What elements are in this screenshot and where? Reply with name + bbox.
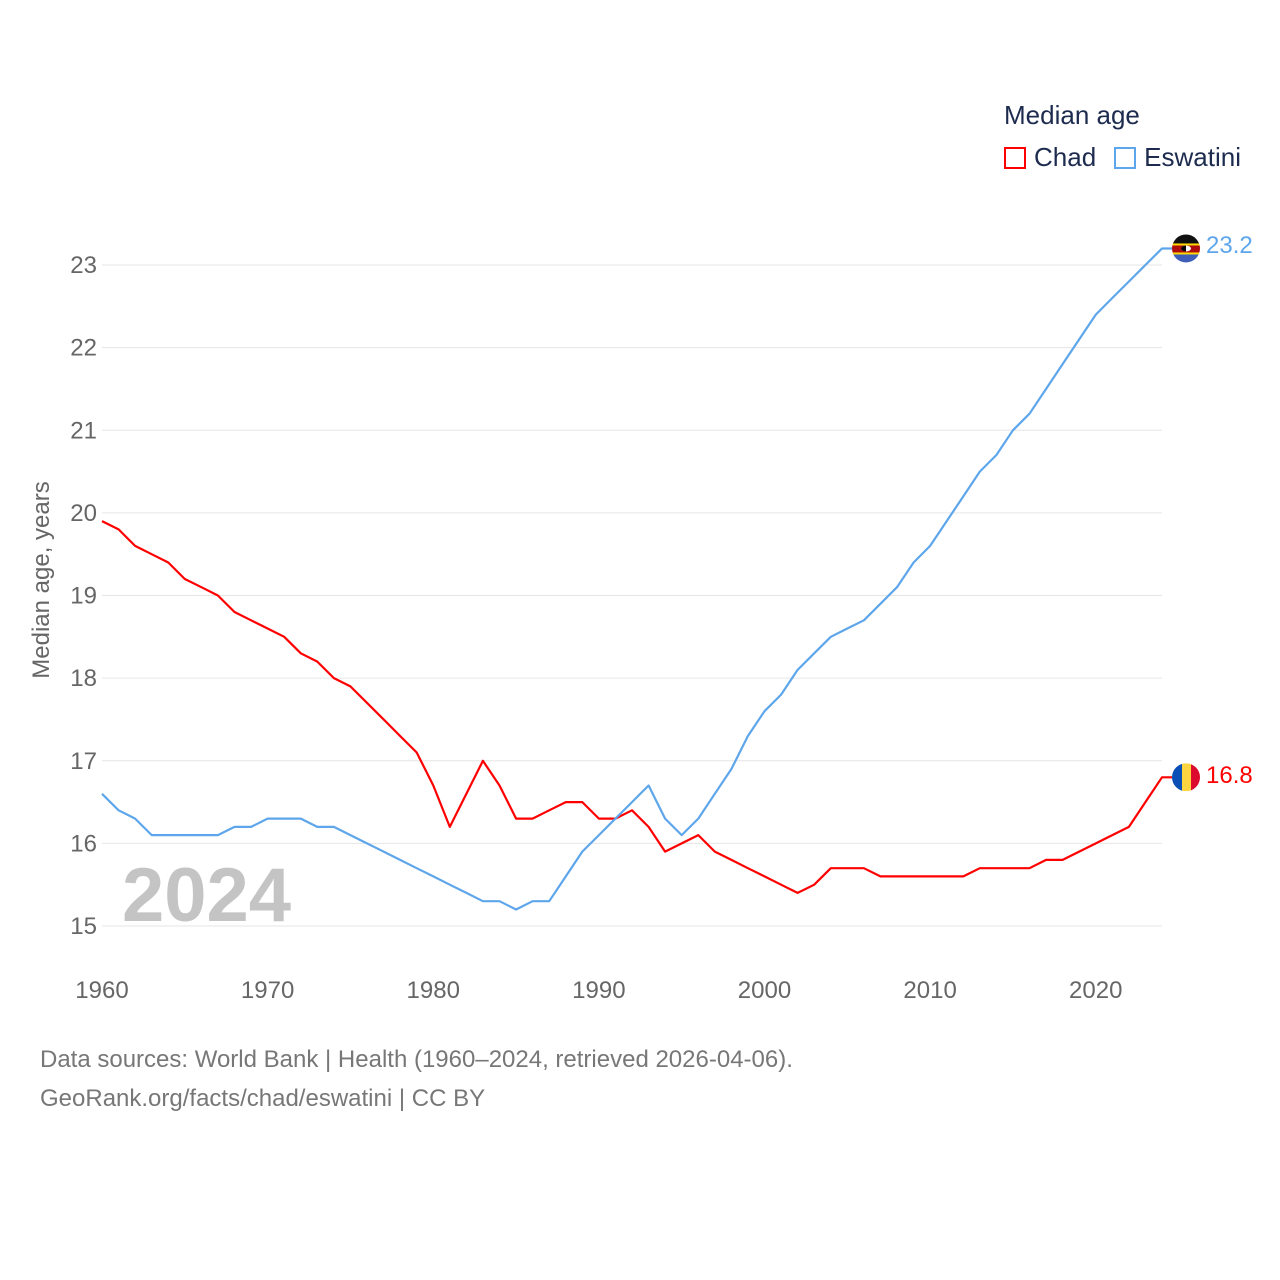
legend: Chad Eswatini — [1004, 142, 1259, 173]
x-tick-label: 2000 — [738, 977, 791, 1004]
attribution-link[interactable]: GeoRank.org/facts/chad/eswatini | CC BY — [40, 1085, 486, 1112]
legend-label-eswatini: Eswatini — [1144, 142, 1241, 172]
x-tick-label: 1980 — [407, 977, 460, 1004]
legend-item-eswatini[interactable]: Eswatini — [1114, 142, 1241, 173]
y-tick-label: 17 — [70, 748, 97, 775]
flag-stripe — [1172, 234, 1200, 244]
flag-stripe — [1191, 763, 1200, 792]
flag-stripe — [1172, 763, 1182, 792]
legend-swatch-chad — [1004, 146, 1026, 169]
year-overlay: 2024 — [122, 853, 292, 938]
y-axis-label: Median age, years — [28, 481, 55, 679]
data-source-text: Data sources: World Bank | Health (1960–… — [40, 1046, 793, 1073]
flag-stripe — [1172, 243, 1200, 246]
flag-shield-half — [1181, 245, 1186, 252]
series-line-chad — [101, 520, 1172, 895]
x-tick-label: 1970 — [241, 977, 294, 1004]
y-tick-label: 21 — [70, 417, 97, 444]
flag-stripe — [1172, 252, 1200, 255]
y-tick-label: 15 — [70, 913, 97, 940]
flag-eswatini-icon — [1172, 234, 1200, 263]
legend-title: Median age — [1004, 100, 1140, 130]
x-tick-label: 1990 — [572, 977, 625, 1004]
flag-stripe — [1182, 763, 1191, 792]
legend-item-chad[interactable]: Chad — [1004, 142, 1096, 173]
end-label-eswatini: 23.2 — [1206, 232, 1253, 259]
y-tick-label: 19 — [70, 583, 97, 610]
series-line-eswatini — [101, 247, 1172, 911]
y-tick-label: 20 — [70, 500, 97, 527]
y-tick-label: 23 — [70, 252, 97, 279]
y-tick-label: 18 — [70, 665, 97, 692]
legend-label-chad: Chad — [1034, 142, 1097, 172]
legend-swatch-eswatini — [1114, 146, 1137, 169]
y-tick-label: 22 — [70, 335, 97, 362]
x-tick-label: 1960 — [75, 977, 128, 1004]
flag-chad-icon — [1172, 763, 1200, 792]
end-label-chad: 16.8 — [1206, 762, 1253, 789]
flag-stripe — [1172, 254, 1200, 263]
x-tick-label: 2020 — [1069, 977, 1122, 1004]
x-tick-label: 2010 — [903, 977, 956, 1004]
y-tick-label: 16 — [70, 830, 97, 857]
